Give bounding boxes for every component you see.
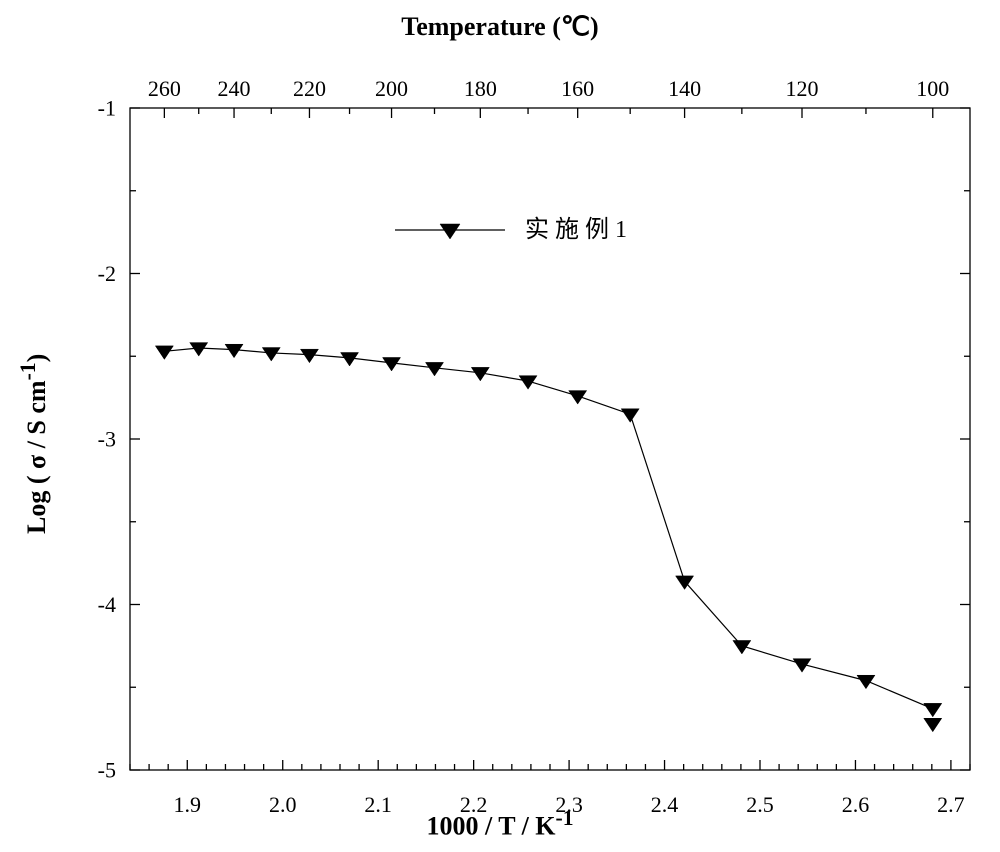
svg-text:-1: -1 bbox=[98, 96, 116, 121]
bottom-axis-title: 1000 / T / K-1 bbox=[426, 806, 573, 842]
left-axis-title-prefix: Log ( σ / S cm bbox=[22, 380, 51, 534]
svg-text:2.7: 2.7 bbox=[937, 792, 965, 817]
chart-container: Temperature (℃) 1000 / T / K-1 Log ( σ /… bbox=[0, 0, 1000, 852]
legend-label: 实 施 例 1 bbox=[525, 216, 627, 243]
svg-text:-2: -2 bbox=[98, 261, 116, 286]
svg-text:2.0: 2.0 bbox=[269, 792, 297, 817]
svg-text:140: 140 bbox=[668, 76, 701, 101]
left-axis-title-suffix: ) bbox=[22, 354, 51, 363]
left-axis-title: Log ( σ / S cm-1) bbox=[16, 354, 52, 534]
svg-text:180: 180 bbox=[464, 76, 497, 101]
top-axis-title: Temperature (℃) bbox=[401, 12, 598, 42]
svg-text:2.1: 2.1 bbox=[364, 792, 392, 817]
svg-text:-3: -3 bbox=[98, 427, 116, 452]
svg-text:2.6: 2.6 bbox=[842, 792, 870, 817]
svg-text:120: 120 bbox=[786, 76, 819, 101]
left-axis-title-sup: -1 bbox=[16, 362, 40, 380]
series-line bbox=[164, 348, 932, 709]
svg-text:1.9: 1.9 bbox=[174, 792, 202, 817]
svg-text:2.5: 2.5 bbox=[746, 792, 774, 817]
svg-text:220: 220 bbox=[293, 76, 326, 101]
chart-svg: 1.92.02.12.22.32.42.52.62.72602402202001… bbox=[0, 0, 1000, 852]
plot-frame bbox=[130, 108, 970, 770]
bottom-axis-title-sup: -1 bbox=[556, 806, 574, 830]
svg-text:-4: -4 bbox=[98, 592, 116, 617]
svg-text:240: 240 bbox=[218, 76, 251, 101]
svg-text:200: 200 bbox=[375, 76, 408, 101]
svg-text:2.4: 2.4 bbox=[651, 792, 679, 817]
svg-text:160: 160 bbox=[561, 76, 594, 101]
svg-text:100: 100 bbox=[916, 76, 949, 101]
bottom-axis-title-text: 1000 / T / K bbox=[426, 812, 555, 841]
svg-text:-5: -5 bbox=[98, 758, 116, 783]
svg-text:260: 260 bbox=[148, 76, 181, 101]
